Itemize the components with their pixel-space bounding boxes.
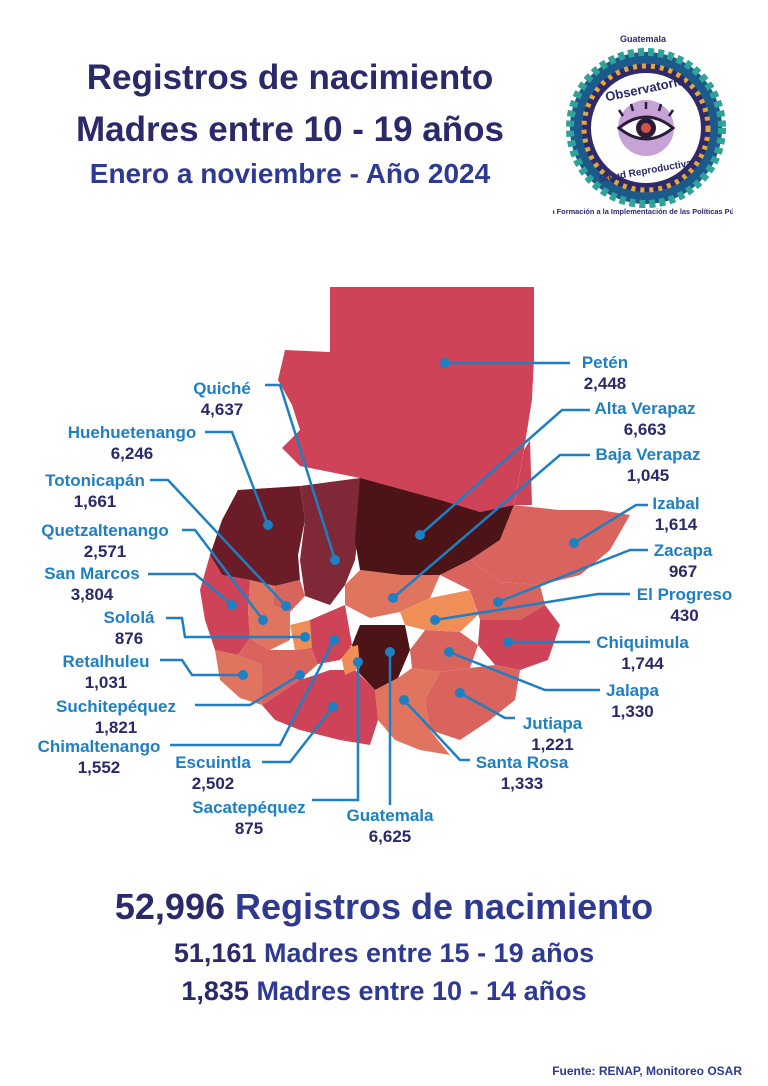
logo-top-text: Guatemala — [620, 34, 667, 44]
title-line-1: Registros de nacimiento — [86, 58, 494, 97]
region-totonicapan — [272, 580, 305, 612]
label-chiquimula: Chiquimula 1,744 — [596, 633, 689, 674]
label-el-progreso: El Progreso 430 — [636, 585, 733, 626]
eye-icon — [616, 102, 676, 141]
total-registros: 52,996 Registros de nacimiento — [0, 886, 768, 928]
label-peten: Petén 2,448 — [581, 353, 629, 394]
osar-logo: Guatemala Observatorio Salud Reproductiv… — [553, 34, 733, 216]
label-baja-verapaz: Baja Verapaz 1,045 — [595, 445, 701, 486]
total-value: 52,996 — [114, 886, 225, 927]
logo-bottom-text: De la Formación a la Implementación de l… — [553, 207, 733, 216]
label-alta-verapaz: Alta Verapaz 6,663 — [594, 399, 696, 440]
total-10-14: 1,835 Madres entre 10 - 14 años — [0, 976, 768, 1007]
title-line-3: Enero a noviembre - Año 2024 — [89, 158, 491, 189]
leader-el-progreso — [434, 592, 630, 622]
region-chimaltenango — [305, 605, 352, 664]
label-zacapa: Zacapa 967 — [653, 541, 713, 582]
total-10-14-value: 1,835 — [181, 976, 249, 1006]
leader-jutiapa — [459, 691, 515, 720]
leader-santa-rosa — [403, 699, 470, 762]
leader-baja-verapaz — [392, 453, 590, 599]
label-solola: Sololá 876 — [103, 608, 155, 649]
label-retalhuleu: Retalhuleu 1,031 — [62, 652, 150, 693]
leader-jalapa — [448, 650, 600, 692]
source-note: Fuente: RENAP, Monitoreo OSAR — [552, 1064, 742, 1078]
region-guatemala — [352, 625, 410, 690]
region-retalhuleu — [215, 650, 262, 705]
total-15-19: 51,161 Madres entre 15 - 19 años — [0, 938, 768, 969]
leader-quetzaltenango — [182, 528, 264, 621]
total-label: Registros de nacimiento — [235, 886, 654, 927]
leader-izabal — [573, 503, 648, 545]
leader-escuintla — [262, 706, 334, 764]
region-huehuetenango — [210, 486, 305, 586]
leader-chimaltenango — [170, 639, 336, 747]
label-sacatepequez: Sacatepéquez 875 — [192, 798, 306, 839]
leader-retalhuleu — [160, 658, 243, 677]
leader-san-marcos — [148, 572, 233, 606]
leader-suchitepequez — [195, 673, 301, 707]
leader-sacatepequez — [312, 662, 360, 802]
leader-alta-verapaz — [419, 408, 590, 536]
label-quetzaltenango: Quetzaltenango 2,571 — [41, 521, 169, 562]
label-escuintla: Escuintla 2,502 — [175, 753, 251, 794]
region-peten — [278, 287, 534, 512]
leader-totonicapan — [150, 478, 287, 607]
region-jutiapa — [425, 665, 520, 740]
region-chiquimula — [478, 605, 560, 670]
region-san-marcos — [200, 555, 250, 655]
label-guatemala: Guatemala 6,625 — [346, 806, 434, 847]
leader-huehuetenango — [205, 430, 270, 526]
label-suchitepequez: Suchitepéquez 1,821 — [56, 697, 176, 738]
region-alta-verapaz — [355, 478, 514, 575]
leader-quiche — [265, 383, 337, 561]
total-15-19-label: Madres entre 15 - 19 años — [263, 938, 595, 968]
label-quiche: Quiché 4,637 — [193, 379, 251, 420]
label-santa-rosa: Santa Rosa 1,333 — [475, 753, 569, 794]
label-jutiapa: Jutiapa 1,221 — [522, 714, 583, 755]
label-huehuetenango: Huehuetenango 6,246 — [67, 423, 197, 464]
label-chimaltenango: Chimaltenango 1,552 — [37, 737, 161, 778]
label-jalapa: Jalapa 1,330 — [606, 681, 659, 722]
total-15-19-value: 51,161 — [173, 938, 257, 968]
label-san-marcos: San Marcos 3,804 — [44, 564, 140, 605]
leader-lines — [148, 361, 648, 805]
region-santa-rosa — [375, 668, 450, 755]
label-izabal: Izabal 1,614 — [652, 494, 700, 535]
leader-solola — [166, 616, 305, 639]
region-el-progreso — [400, 590, 478, 632]
region-zacapa — [440, 560, 545, 620]
region-jalapa — [410, 630, 478, 672]
region-quetzaltenango — [248, 580, 290, 650]
leader-zacapa — [497, 548, 648, 604]
label-totonicapan: Totonicapán 1,661 — [45, 471, 145, 512]
total-10-14-label: Madres entre 10 - 14 años — [256, 976, 587, 1006]
title-line-2: Madres entre 10 - 19 años — [76, 110, 504, 149]
leader-dots — [227, 358, 579, 712]
region-suchitepequez — [238, 638, 318, 705]
